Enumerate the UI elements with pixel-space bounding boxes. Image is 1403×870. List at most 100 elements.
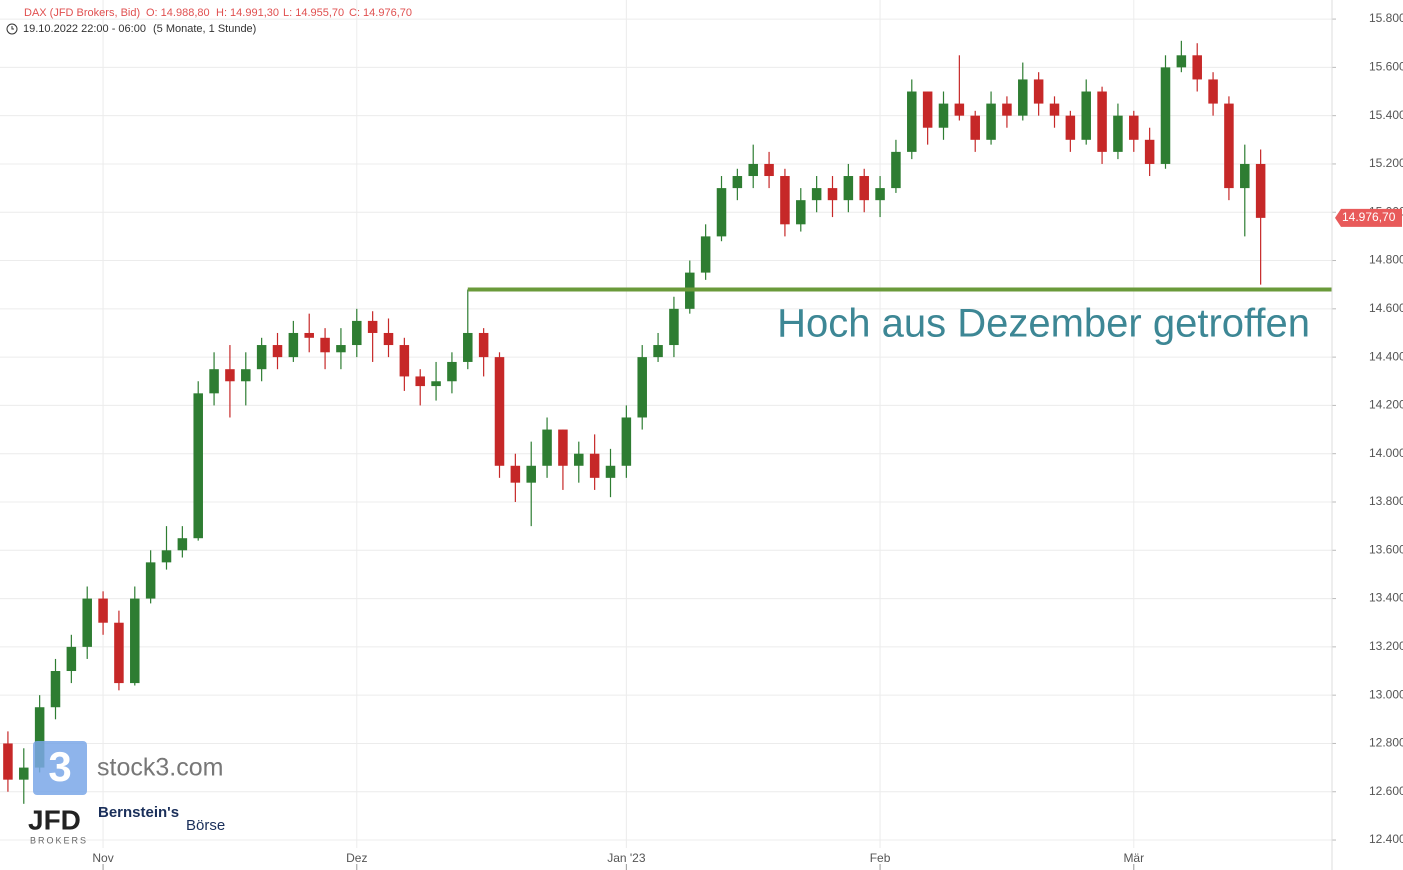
y-tick-label: 13.000,00 xyxy=(1369,687,1403,701)
candle-body xyxy=(50,671,61,708)
candle-body xyxy=(1192,55,1202,80)
candle-body xyxy=(225,369,235,382)
y-tick-label: 15.400,00 xyxy=(1369,108,1403,122)
logo-icon-text: 3 xyxy=(48,743,71,790)
last-price-marker xyxy=(1335,208,1402,227)
y-tick-label: 14.000,00 xyxy=(1369,446,1403,460)
candle-body xyxy=(574,453,584,466)
candle-body xyxy=(1097,91,1107,152)
candle-body xyxy=(161,550,172,563)
logo-icon xyxy=(33,741,87,795)
candle-body xyxy=(1160,67,1171,164)
last-price-label: 14.976,70 xyxy=(1342,210,1396,224)
candle-body xyxy=(130,598,140,684)
y-tick-label: 13.200,00 xyxy=(1369,639,1403,653)
candle-body xyxy=(98,598,108,623)
candle-body xyxy=(1113,115,1123,152)
y-tick-label: 13.400,00 xyxy=(1369,591,1403,605)
candle-body xyxy=(843,176,854,201)
clock-icon xyxy=(6,23,18,35)
candle-body xyxy=(954,103,965,116)
candle-body xyxy=(478,332,489,358)
x-tick-label: Jan '23 xyxy=(607,851,646,865)
candle-body xyxy=(1176,55,1187,68)
y-tick-label: 12.800,00 xyxy=(1369,736,1403,750)
x-tick-label: Feb xyxy=(870,851,891,865)
logo-boerse: Börse xyxy=(186,817,225,834)
candle-body xyxy=(34,707,45,768)
candle-body xyxy=(66,646,77,672)
candle-body xyxy=(463,332,473,362)
candle-body xyxy=(526,465,536,483)
candle-body xyxy=(558,429,568,466)
candle-body xyxy=(383,332,394,346)
candle-body xyxy=(288,332,299,358)
clock-hand xyxy=(11,26,14,30)
candle-body xyxy=(748,163,758,177)
last-price-tag: 14.976,70 xyxy=(1335,208,1402,227)
y-tick-label: 12.400,00 xyxy=(1369,832,1403,846)
candle-body xyxy=(352,320,362,346)
y-tick-label: 14.400,00 xyxy=(1369,349,1403,363)
x-tick-label: Nov xyxy=(92,851,113,865)
y-tick-label: 14.600,00 xyxy=(1369,301,1403,315)
candle-body xyxy=(367,320,378,333)
candle-body xyxy=(542,429,552,466)
candle-body xyxy=(605,465,616,478)
candle-body xyxy=(1033,79,1044,104)
candle-body xyxy=(700,236,711,273)
candle-body xyxy=(669,308,679,346)
logo-bernstein: Bernstein's xyxy=(98,804,179,821)
candle-body xyxy=(1129,115,1139,140)
x-tick-label: Mär xyxy=(1123,851,1144,865)
candle-body xyxy=(241,369,251,382)
candle-body xyxy=(304,332,314,338)
logo-jfd: JFD xyxy=(28,804,81,835)
candle-body xyxy=(1240,163,1250,189)
y-tick-label: 12.600,00 xyxy=(1369,784,1403,798)
candle-body xyxy=(827,188,838,201)
y-tick-label: 13.800,00 xyxy=(1369,494,1403,508)
candle-body xyxy=(415,376,425,387)
candle-body xyxy=(891,151,901,189)
y-tick-label: 14.800,00 xyxy=(1369,253,1403,267)
candle-body xyxy=(764,163,774,177)
y-tick-label: 14.200,00 xyxy=(1369,398,1403,412)
candle-body xyxy=(1002,103,1012,116)
candle-body xyxy=(1081,91,1091,140)
header-high: H: 14.991,30 xyxy=(216,7,279,19)
candle-body xyxy=(399,345,410,377)
candle-body xyxy=(145,562,156,599)
logo-stock3: stock3.com xyxy=(97,754,223,782)
header-close: C: 14.976,70 xyxy=(349,7,412,19)
candle-body xyxy=(1208,79,1218,104)
candle-body xyxy=(1065,115,1076,140)
candle-body xyxy=(177,538,188,551)
candle-body xyxy=(256,345,267,370)
header-period: (5 Monate, 1 Stunde) xyxy=(153,23,256,35)
y-tick-label: 15.200,00 xyxy=(1369,156,1403,170)
header-low: L: 14.955,70 xyxy=(283,7,344,19)
candle-body xyxy=(796,200,806,225)
candle-body xyxy=(621,417,632,466)
candle-body xyxy=(653,345,663,358)
candle-body xyxy=(637,357,647,418)
y-tick-label: 15.600,00 xyxy=(1369,60,1403,74)
candle-body xyxy=(1144,139,1155,164)
candle-body xyxy=(336,345,346,353)
candle-body xyxy=(320,337,330,353)
candle-body xyxy=(272,345,283,358)
candle-body xyxy=(3,743,13,780)
candle-body xyxy=(510,465,521,483)
candle-body xyxy=(875,188,885,201)
candle-body xyxy=(732,176,743,189)
y-tick-label: 15.800,00 xyxy=(1369,11,1403,25)
header-open: O: 14.988,80 xyxy=(146,7,210,19)
candle-body xyxy=(209,369,219,394)
y-tick-label: 13.600,00 xyxy=(1369,542,1403,556)
plot xyxy=(3,40,1332,804)
candle-body xyxy=(1255,163,1266,218)
